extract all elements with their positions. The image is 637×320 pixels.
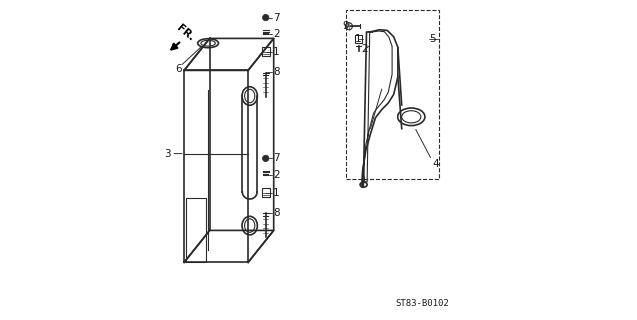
- Text: ST83-B0102: ST83-B0102: [396, 299, 449, 308]
- Text: 8: 8: [273, 208, 280, 218]
- Text: 7: 7: [273, 153, 280, 164]
- Circle shape: [262, 14, 269, 21]
- Bar: [346, 10, 438, 179]
- Text: 5: 5: [429, 34, 436, 44]
- Text: 8: 8: [273, 67, 280, 77]
- Text: 3: 3: [164, 148, 171, 159]
- Text: 6: 6: [175, 64, 182, 74]
- Circle shape: [262, 155, 269, 162]
- Text: 2: 2: [361, 44, 368, 54]
- Text: 1: 1: [273, 188, 280, 198]
- Text: 1: 1: [355, 34, 362, 44]
- Text: 2: 2: [273, 170, 280, 180]
- Text: FR.: FR.: [175, 22, 196, 43]
- Text: 1: 1: [273, 47, 280, 57]
- Text: 2: 2: [273, 29, 280, 39]
- Text: 4: 4: [433, 159, 440, 169]
- Text: 9: 9: [342, 21, 349, 31]
- Text: 7: 7: [273, 12, 280, 23]
